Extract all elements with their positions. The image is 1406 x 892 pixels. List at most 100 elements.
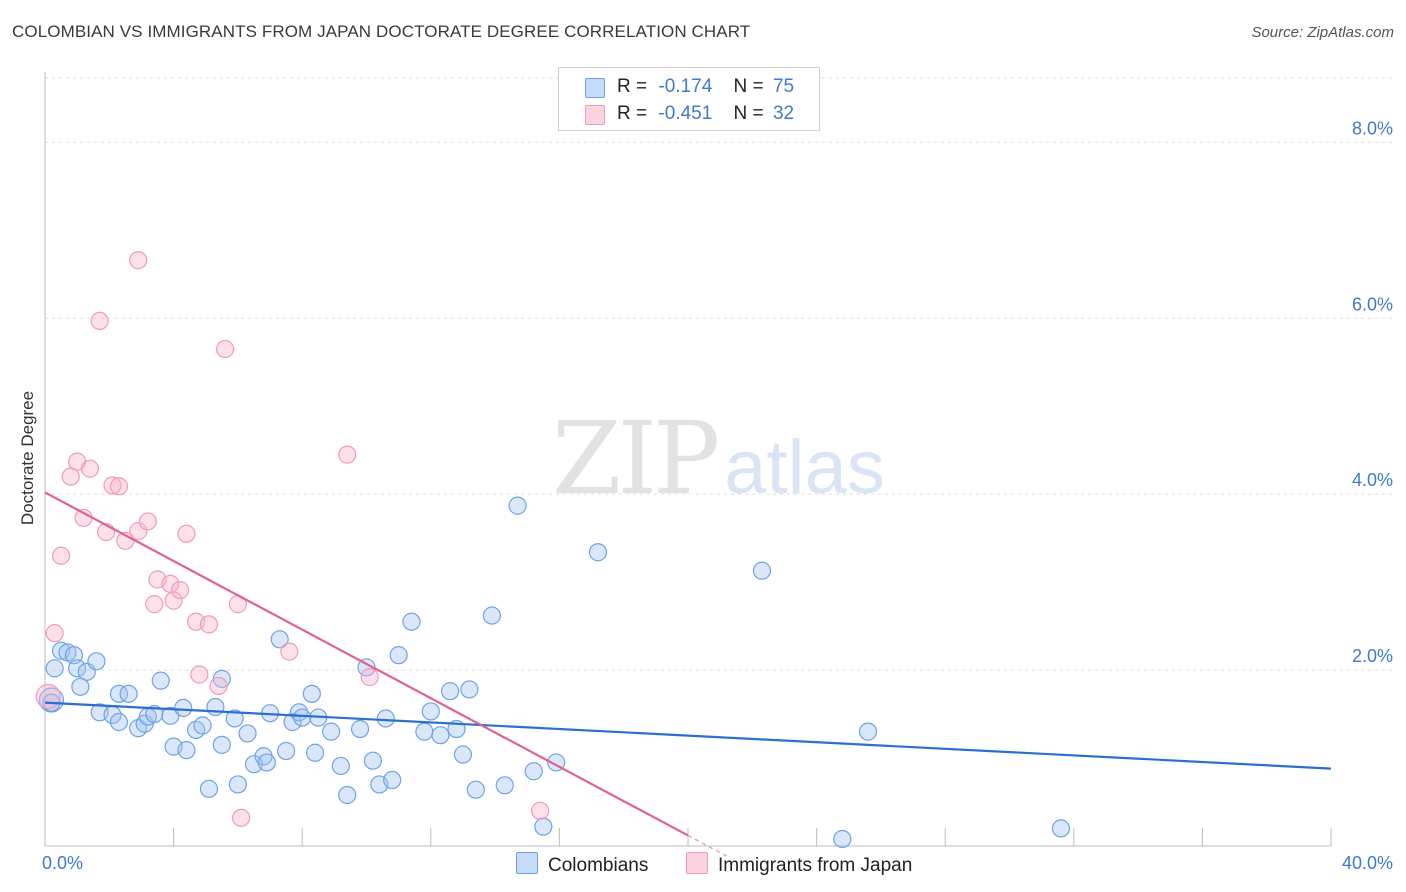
- colombian-point: [257, 753, 276, 772]
- colombian-point: [68, 659, 87, 678]
- japan-point: [103, 476, 122, 495]
- japan-point: [209, 676, 228, 696]
- japan-point: [190, 665, 209, 684]
- legend-n-label: N =: [733, 76, 764, 97]
- y-tick-label: 8.0%: [1352, 118, 1393, 138]
- japan-point: [90, 311, 109, 331]
- colombian-point: [363, 751, 383, 770]
- legend-r-value-colombians: -0.174: [658, 76, 713, 97]
- watermark: ZIP atlas: [552, 400, 885, 517]
- japan-point: [138, 512, 157, 531]
- japan-point: [35, 683, 61, 710]
- y-tick-label: 6.0%: [1352, 294, 1393, 314]
- colombian-point: [228, 775, 247, 794]
- japan-point: [338, 445, 357, 464]
- colombian-point: [174, 698, 193, 718]
- colombian-point: [305, 743, 325, 762]
- bottom-legend-colombians: Colombians: [516, 852, 648, 877]
- colombian-point: [119, 684, 138, 703]
- colombian-point: [283, 712, 302, 732]
- colombian-point: [495, 776, 514, 795]
- colombian-point: [145, 704, 164, 724]
- colombian-point: [350, 719, 370, 739]
- legend-r-label: R =: [617, 103, 648, 124]
- colombian-point: [293, 708, 312, 727]
- colombian-point: [402, 612, 421, 631]
- colombian-point: [440, 682, 460, 701]
- colombian-point: [322, 722, 341, 741]
- colombian-point: [109, 684, 129, 703]
- japan-point: [80, 459, 100, 478]
- colombian-point: [87, 652, 106, 671]
- colombian-point: [225, 709, 244, 728]
- colombian-point: [331, 756, 350, 776]
- colombian-point: [212, 735, 231, 754]
- colombian-point: [460, 680, 479, 699]
- legend-n-value-japan: 32: [772, 103, 795, 124]
- legend-r-value-japan: -0.451: [658, 103, 713, 124]
- x-tick-label-min: 0.0%: [42, 853, 83, 873]
- japan-point: [45, 624, 64, 643]
- bottom-legend-label-colombians: Colombians: [548, 855, 649, 876]
- colombian-point: [453, 745, 473, 764]
- colombian-point: [193, 716, 212, 735]
- colombian-point: [588, 543, 608, 562]
- colombian-point: [383, 770, 402, 790]
- colombian-point: [482, 606, 501, 625]
- colombian-point: [302, 684, 321, 703]
- bottom-legend-label-japan: Immigrants from Japan: [718, 855, 913, 876]
- japan-point: [199, 615, 219, 634]
- colombian-point: [338, 785, 357, 805]
- japan-point: [51, 546, 71, 565]
- colombian-point: [238, 724, 257, 743]
- legend-r-label: R =: [617, 76, 648, 97]
- colombian-point: [524, 762, 543, 781]
- x-tick-label-max: 40.0%: [1342, 853, 1393, 873]
- japan-point: [280, 642, 299, 661]
- japan-point: [109, 477, 129, 496]
- colombian-point: [466, 780, 485, 799]
- colombian-point: [177, 741, 196, 760]
- legend-swatch-blue: [585, 78, 605, 98]
- chart-title: COLOMBIAN VS IMMIGRANTS FROM JAPAN DOCTO…: [12, 22, 751, 41]
- colombian-point: [534, 817, 553, 836]
- colombian-point: [109, 712, 129, 732]
- colombian-trend-line: [44, 701, 1332, 770]
- japan-point: [215, 339, 235, 359]
- colombian-point: [270, 630, 289, 649]
- japan-point: [129, 251, 148, 270]
- japan-point: [360, 668, 379, 687]
- japan-point: [170, 580, 190, 600]
- colombian-point: [833, 829, 852, 849]
- legend-n-label: N =: [733, 103, 764, 124]
- japan-point: [129, 522, 148, 541]
- japan-point: [164, 591, 183, 610]
- colombian-point: [199, 779, 219, 798]
- colombian-point: [858, 722, 878, 741]
- japan-trend-line: [44, 491, 689, 837]
- correlation-legend: R = -0.174 N = 75 R = -0.451 N = 32: [558, 67, 820, 131]
- japan-point: [232, 808, 251, 827]
- japan-point: [145, 595, 164, 614]
- colombian-point: [71, 677, 90, 696]
- y-tick-label: 4.0%: [1352, 470, 1393, 490]
- japan-point: [177, 524, 196, 543]
- legend-n-value-colombians: 75: [772, 76, 795, 97]
- colombian-point: [508, 496, 527, 515]
- japan-point: [61, 467, 80, 486]
- colombian-point: [421, 702, 440, 721]
- colombian-point: [376, 709, 395, 728]
- colombian-point: [45, 659, 64, 678]
- legend-swatch-pink: [585, 105, 605, 125]
- colombian-point: [752, 561, 772, 580]
- colombian-point: [1051, 819, 1071, 838]
- bottom-legend-swatch-blue: [516, 852, 538, 874]
- colombian-point: [38, 687, 65, 713]
- watermark-atlas: atlas: [724, 425, 885, 510]
- colombian-point: [431, 726, 450, 745]
- colombian-point: [277, 741, 296, 761]
- bottom-legend-swatch-pink: [686, 852, 708, 874]
- colombian-point: [151, 671, 170, 690]
- watermark-zip: ZIP: [552, 400, 720, 517]
